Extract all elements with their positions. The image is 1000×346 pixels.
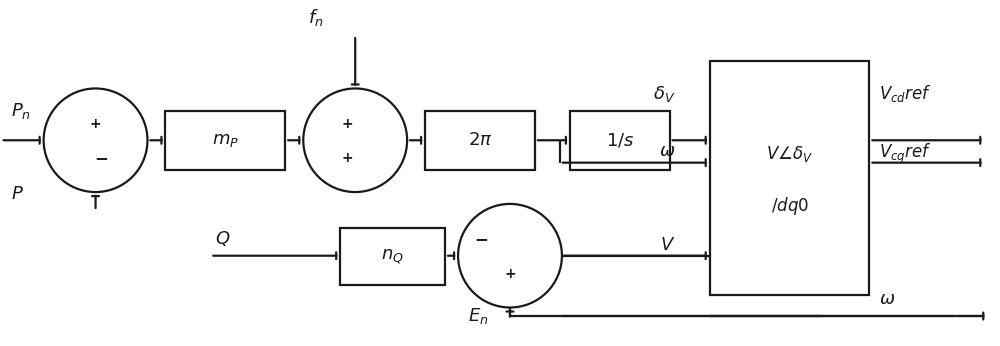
Text: +: + [504,267,516,281]
Text: $f_n$: $f_n$ [308,7,323,28]
Bar [340,228,445,285]
Text: $\omega$: $\omega$ [879,290,896,308]
Text: $V\angle\delta_V$: $V\angle\delta_V$ [766,144,813,164]
Bar [570,111,670,170]
Text: $V_{cd}$ref: $V_{cd}$ref [879,83,932,104]
Text: $\delta_V$: $\delta_V$ [653,84,676,104]
Text: $P$: $P$ [11,185,24,203]
Text: $n_Q$: $n_Q$ [381,247,404,266]
Bar [710,61,869,295]
Text: $V_{cq}$ref: $V_{cq}$ref [879,142,932,166]
Ellipse shape [303,89,407,192]
Text: $/dq0$: $/dq0$ [771,195,809,217]
Text: −: − [94,149,108,167]
Text: $2\pi$: $2\pi$ [468,131,492,149]
Ellipse shape [44,89,147,192]
Text: $\omega$: $\omega$ [659,142,676,160]
Text: $V$: $V$ [660,236,676,254]
Text: $m_P$: $m_P$ [212,131,239,149]
Bar [425,111,535,170]
Text: $E_n$: $E_n$ [468,306,488,326]
Text: $P_n$: $P_n$ [11,101,31,121]
Text: +: + [342,117,353,131]
Text: $1/s$: $1/s$ [606,131,634,149]
Text: +: + [90,117,101,131]
Text: +: + [342,152,353,165]
Text: −: − [474,230,488,248]
Text: $Q$: $Q$ [215,229,231,248]
Bar [165,111,285,170]
Ellipse shape [458,204,562,308]
